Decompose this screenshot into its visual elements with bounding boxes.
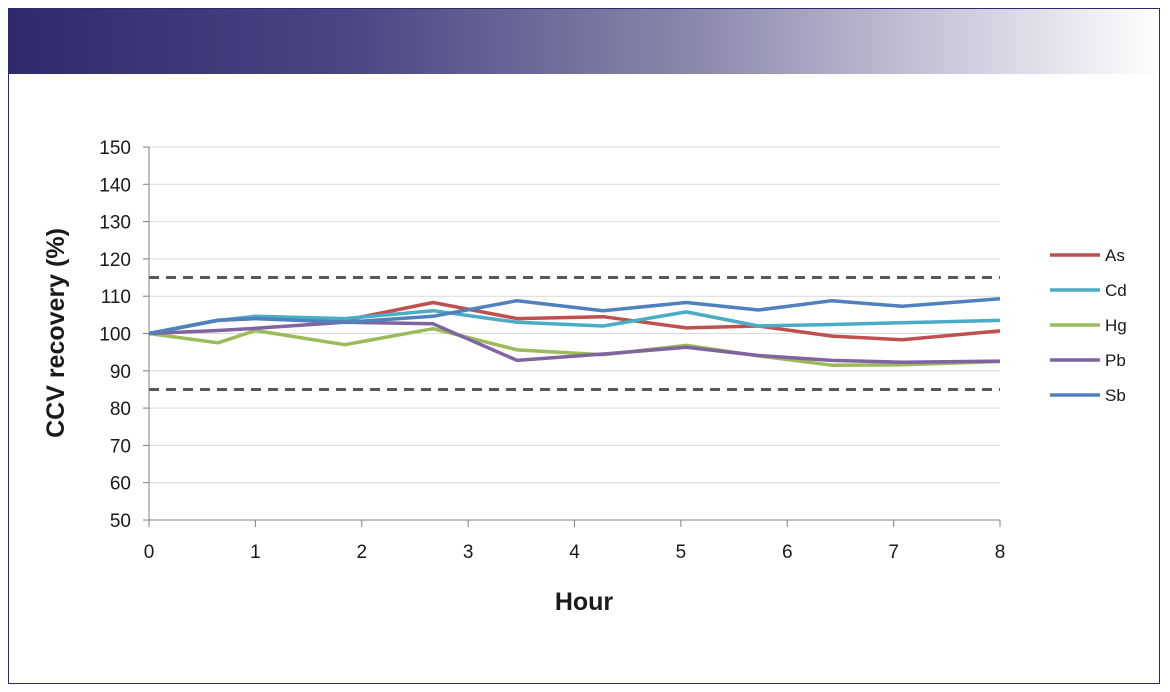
x-tick-label: 3: [463, 542, 474, 563]
x-tick-label: 6: [782, 542, 793, 563]
y-tick-label: 90: [110, 362, 131, 383]
y-tick-label: 120: [99, 250, 131, 271]
series-lines: [148, 297, 1001, 367]
x-tick-label: 8: [995, 542, 1006, 563]
y-tick-label: 130: [99, 213, 131, 234]
series-line-sb: [148, 297, 1001, 336]
legend: As Cd Hg Pb Sb: [1050, 246, 1127, 405]
x-tick-label: 7: [888, 542, 899, 563]
x-axis-title: Hour: [555, 588, 614, 616]
gridlines: [149, 146, 1000, 484]
legend-label-as: As: [1105, 246, 1125, 265]
legend-label-hg: Hg: [1105, 316, 1127, 335]
x-tick-label: 0: [144, 542, 155, 563]
y-tick-label: 70: [110, 436, 131, 457]
y-tick-label: 110: [101, 287, 131, 308]
y-tick-label: 100: [99, 325, 131, 346]
x-tick-label: 5: [676, 542, 687, 563]
y-axis-title: CCV recovery (%): [42, 228, 70, 438]
chart-frame: [8, 8, 1160, 684]
x-tick-label: 2: [356, 542, 367, 563]
y-tick-label: 150: [99, 138, 131, 159]
y-tick-label: 80: [110, 399, 131, 420]
series-line-pb: [148, 320, 1001, 364]
y-tick-label: 60: [110, 474, 131, 495]
x-tick-label: 4: [569, 542, 580, 563]
y-tick-label: 50: [110, 511, 131, 532]
legend-label-sb: Sb: [1105, 386, 1126, 405]
axes: 50 60 70 80 90 100 110 120 130 140 150 0 1 2 3 4 5 6 7 8: [99, 138, 1005, 563]
series-line-cd: [148, 308, 1001, 336]
legend-label-pb: Pb: [1105, 351, 1126, 370]
x-tick-label: 1: [250, 542, 261, 563]
control-limit-lines: [149, 276, 1000, 391]
legend-label-cd: Cd: [1105, 281, 1127, 300]
series-line-hg: [148, 326, 1001, 367]
y-tick-label: 140: [99, 175, 131, 196]
header-gradient-band: [8, 8, 1162, 74]
